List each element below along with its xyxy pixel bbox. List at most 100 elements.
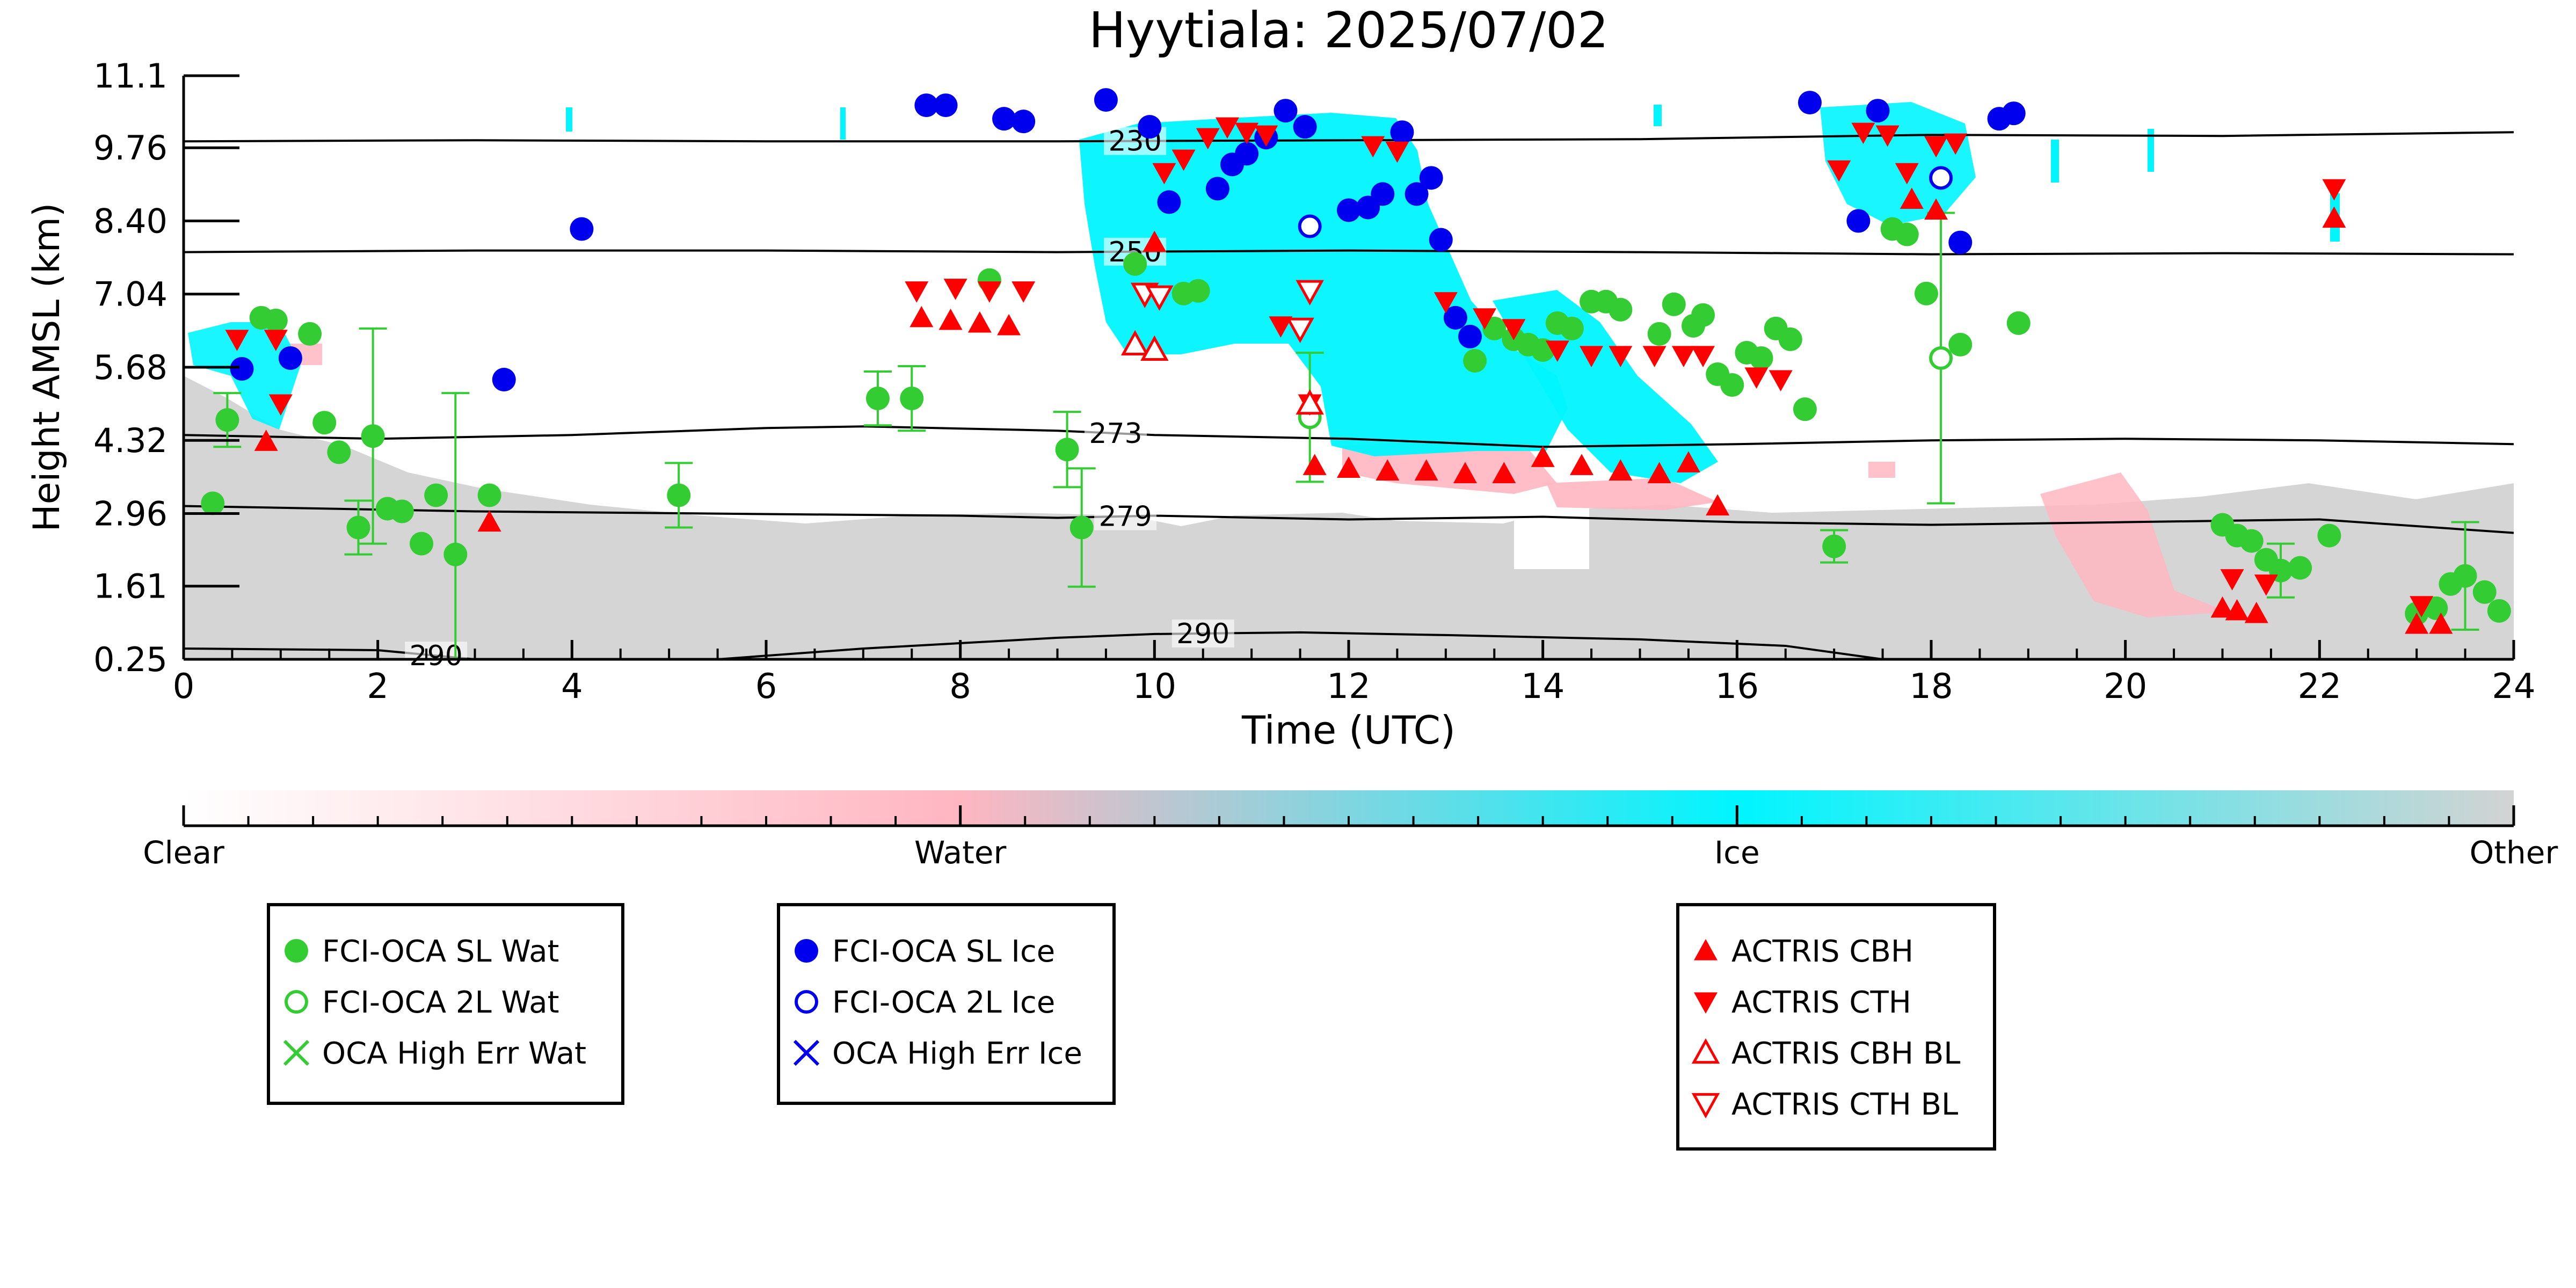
marker-actris-cbh [1924, 198, 1948, 220]
x-tick-label: 16 [1715, 667, 1759, 707]
legend-marker [1694, 992, 1718, 1014]
legend-label: ACTRIS CBH [1731, 934, 1913, 969]
water-phase-patch-2 [1546, 478, 1718, 510]
cloud-phase-background [184, 102, 2514, 659]
contour-line [184, 131, 2514, 143]
x-tick-label: 14 [1521, 667, 1564, 707]
marker-actris-cth [1473, 308, 1497, 330]
marker-fci-oca-2l-ice [1929, 166, 1953, 190]
contour-label-bg [1085, 419, 1147, 448]
marker-fci-oca-sl-wat [201, 491, 225, 515]
marker-actris-cth-bl [1296, 280, 1324, 305]
x-tick-label: 8 [949, 667, 971, 707]
legend-label: ACTRIS CTH [1731, 985, 1911, 1020]
marker-actris-cth [2254, 574, 2278, 596]
marker-actris-cth-bl [1145, 285, 1174, 311]
y-tick-label: 9.76 [93, 128, 168, 168]
marker-fci-oca-sl-wat [410, 532, 434, 556]
marker-fci-oca-sl-ice [2002, 101, 2026, 126]
contour-label-bg [405, 642, 468, 670]
marker-actris-cth [1924, 136, 1948, 158]
marker-actris-cth [1235, 122, 1259, 144]
y-tick-label: 2.96 [93, 494, 168, 534]
marker-fci-oca-sl-wat [1647, 322, 1671, 346]
marker-actris-cbh [477, 510, 501, 532]
marker-fci-oca-sl-wat [215, 408, 239, 432]
marker-actris-cbh [1609, 459, 1633, 481]
data-markers [201, 88, 2511, 659]
marker-fci-oca-sl-wat [424, 483, 448, 507]
ice-phase-streak-5 [2148, 129, 2154, 172]
legend-label: FCI-OCA SL Ice [832, 934, 1055, 969]
legend-box-3: ACTRIS CBH ACTRIS CTH ACTRIS CBH BL ACTRIS … [1676, 903, 1996, 1151]
marker-fci-oca-sl-ice [1157, 190, 1181, 214]
marker-fci-oca-sl-wat [1069, 515, 1094, 540]
marker-actris-cbh-bl [1120, 330, 1149, 356]
marker-fci-oca-sl-ice [1846, 209, 1871, 233]
marker-actris-cth [1012, 281, 1036, 303]
marker-fci-oca-sl-wat [390, 499, 414, 523]
x-tick-label: 22 [2298, 667, 2341, 707]
y-tick-label: 7.04 [93, 275, 168, 314]
ice-phase-streak-1 [566, 107, 572, 132]
legend-frame [1676, 903, 1996, 1151]
marker-actris-cbh [1453, 462, 1477, 483]
marker-fci-oca-sl-wat [1822, 534, 1846, 558]
marker-actris-cbh [1492, 462, 1516, 483]
marker-fci-oca-sl-wat [2288, 556, 2312, 580]
ice-phase-region-main [1079, 113, 1568, 456]
colorbar-label: Water [914, 834, 1007, 871]
x-tick-label: 4 [561, 667, 583, 707]
marker-fci-oca-sl-ice [1205, 177, 1229, 201]
water-phase-patch-3 [2040, 472, 2228, 617]
marker-actris-cth [1769, 370, 1793, 392]
legend-label: FCI-OCA 2L Wat [322, 985, 559, 1020]
y-tick-label: 4.32 [93, 421, 168, 460]
marker-fci-oca-sl-ice [1405, 182, 1429, 206]
marker-actris-cth [1171, 149, 1196, 171]
marker-actris-cbh [1706, 494, 1730, 516]
colorbar-ticks: Clear Water Ice Other [143, 805, 2558, 871]
x-tick-label: 10 [1133, 667, 1176, 707]
marker-fci-oca-sl-wat [1720, 373, 1744, 397]
marker-actris-cth [1361, 136, 1385, 158]
marker-fci-oca-sl-wat [1186, 279, 1210, 303]
marker-fci-oca-sl-ice [1948, 230, 1973, 254]
ice-phase-streak-3 [1654, 105, 1662, 126]
y-tick-label: 8.40 [93, 201, 168, 241]
marker-fci-oca-sl-wat [477, 483, 501, 507]
marker-actris-cbh [2405, 612, 2429, 634]
y-axis-label: Height AMSL (km) [26, 203, 68, 532]
marker-fci-oca-sl-wat [312, 411, 337, 435]
marker-fci-oca-sl-wat [2487, 599, 2511, 623]
marker-actris-cth [1827, 160, 1851, 182]
y-tick-label: 1.61 [93, 567, 168, 606]
phase-colorbar: Clear Water Ice Other [143, 790, 2558, 871]
marker-actris-cth [1609, 346, 1633, 367]
marker-actris-cth [1944, 133, 1968, 155]
marker-actris-cth [264, 330, 288, 351]
marker-fci-oca-sl-ice [914, 93, 938, 118]
legend-label: ACTRIS CBH BL [1731, 1036, 1960, 1071]
y-ticks: 0.25 1.61 2.96 4.32 5.68 7.04 8.40 9.76 11.1 [93, 56, 239, 679]
marker-fci-oca-sl-wat [1895, 222, 1919, 246]
marker-actris-cth [1254, 125, 1278, 147]
x-tick-label: 0 [173, 667, 195, 707]
marker-fci-oca-sl-wat [667, 483, 691, 507]
marker-fci-oca-sl-wat [900, 387, 924, 411]
marker-actris-cth [1269, 316, 1293, 338]
water-phase-patch-5 [1868, 462, 1895, 478]
chart-title: Hyytiala: 2025/07/02 [1089, 2, 1609, 59]
marker-actris-cth [1875, 125, 1900, 147]
contour-line [184, 249, 2514, 256]
marker-fci-oca-sl-ice [1458, 324, 1482, 348]
error-bar [441, 392, 470, 659]
marker-actris-cth-bl [1286, 317, 1314, 344]
marker-fci-oca-sl-ice [1429, 228, 1453, 252]
marker-fci-oca-sl-wat [2006, 311, 2031, 335]
legend-marker [793, 1039, 820, 1066]
marker-actris-cbh [1676, 451, 1700, 472]
marker-actris-cth [268, 394, 293, 416]
marker-fci-oca-sl-ice [1866, 99, 1890, 123]
marker-actris-cbh [1337, 456, 1360, 478]
